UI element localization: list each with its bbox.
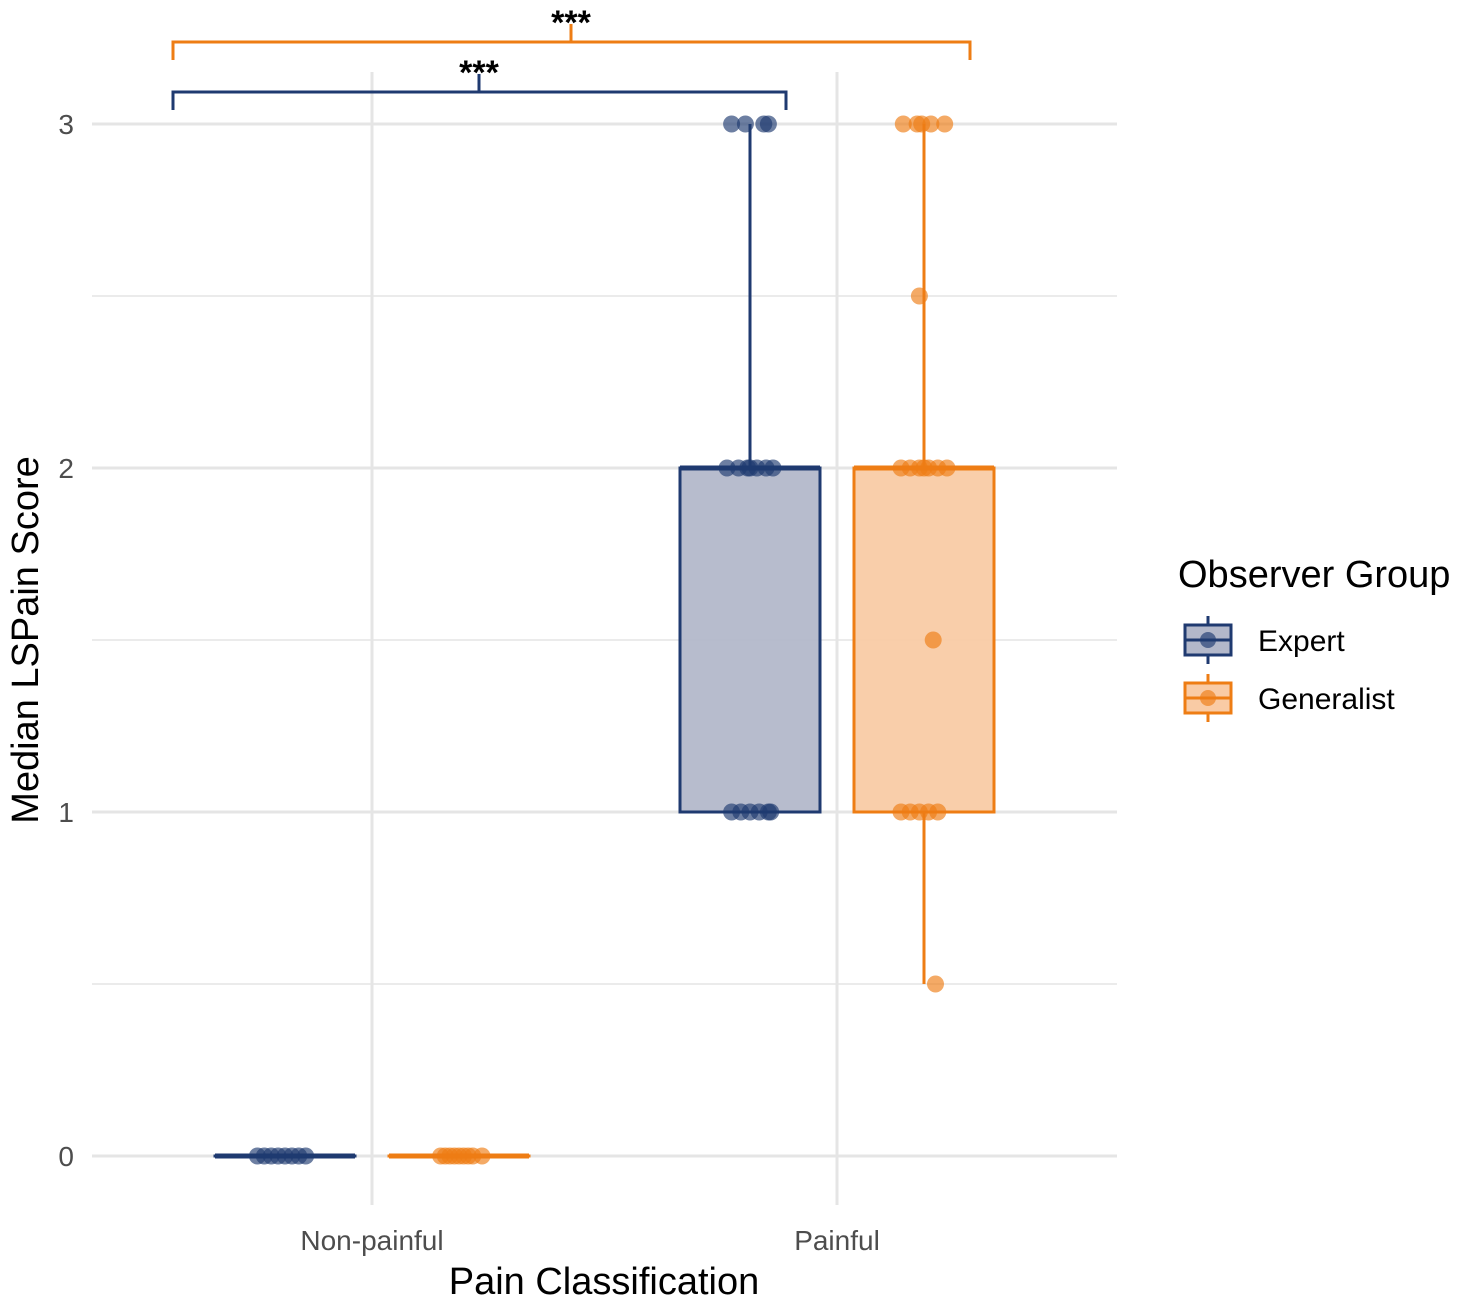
data-point-expert xyxy=(736,115,754,133)
y-axis-tick-labels: 0 1 2 3 xyxy=(58,109,74,1172)
y-tick-label: 3 xyxy=(58,109,74,140)
bracket-line xyxy=(171,40,972,60)
legend-label: Expert xyxy=(1258,625,1345,658)
significance-bracket-lower: *** xyxy=(171,54,788,110)
y-tick-label: 0 xyxy=(58,1141,74,1172)
box-body xyxy=(852,466,996,814)
data-point-generalist xyxy=(924,631,942,649)
box-generalist-painful xyxy=(852,124,996,984)
data-point-generalist xyxy=(929,803,947,821)
data-point-expert xyxy=(759,115,777,133)
legend-item-expert: Expert xyxy=(1183,616,1345,664)
box-body xyxy=(678,466,822,814)
legend-title: Observer Group xyxy=(1178,554,1450,596)
y-axis-title: Median LSPain Score xyxy=(5,456,47,824)
legend-key-point xyxy=(1200,632,1216,648)
significance-brackets: *** *** xyxy=(171,4,972,110)
data-point-generalist xyxy=(922,115,940,133)
legend: Observer Group Expert Generalist xyxy=(1178,554,1450,722)
data-point-expert xyxy=(723,115,741,133)
bracket-line xyxy=(171,90,788,110)
legend-label: Generalist xyxy=(1258,683,1395,716)
data-point-expert xyxy=(741,459,759,477)
x-axis-title: Pain Classification xyxy=(449,1261,759,1303)
significance-label: *** xyxy=(459,54,499,92)
significance-bracket-upper: *** xyxy=(171,4,972,60)
data-point-generalist xyxy=(927,975,944,993)
legend-items: Expert Generalist xyxy=(1183,616,1395,722)
data-point-generalist xyxy=(894,115,912,133)
data-point-generalist xyxy=(915,459,933,477)
box-expert-painful xyxy=(678,124,822,814)
data-point-generalist xyxy=(473,1147,491,1165)
data-point-expert xyxy=(297,1147,315,1165)
data-point-generalist xyxy=(910,287,928,305)
y-tick-label: 2 xyxy=(58,453,74,484)
data-point-generalist xyxy=(936,115,954,133)
data-point-expert xyxy=(764,459,782,477)
data-point-expert xyxy=(762,803,780,821)
legend-item-generalist: Generalist xyxy=(1183,674,1395,722)
data-points xyxy=(248,115,956,1165)
y-tick-label: 1 xyxy=(58,797,74,828)
legend-key-point xyxy=(1200,690,1216,706)
x-tick-label: Painful xyxy=(794,1225,880,1256)
data-point-generalist xyxy=(938,459,956,477)
x-axis-tick-labels: Non-painful Painful xyxy=(300,1225,879,1256)
x-tick-label: Non-painful xyxy=(300,1225,443,1256)
significance-label: *** xyxy=(551,4,591,42)
